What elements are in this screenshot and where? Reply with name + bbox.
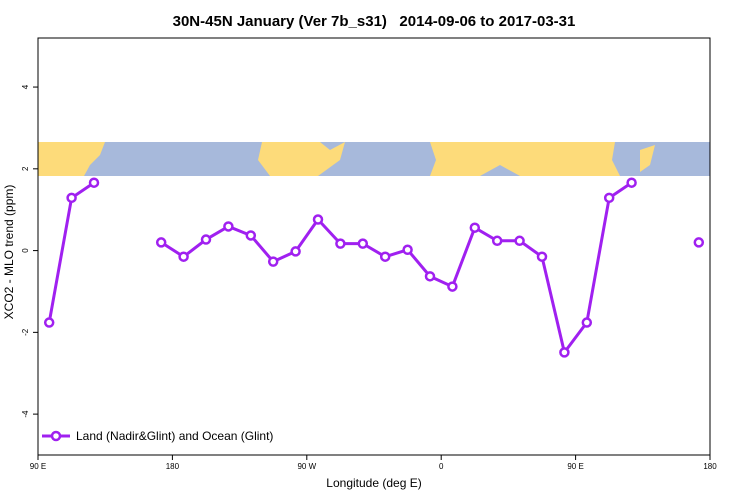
data-point (626, 177, 637, 188)
y-tick-label: -4 (21, 410, 30, 418)
legend-label: Land (Nadir&Glint) and Ocean (Glint) (76, 429, 273, 443)
data-point (290, 246, 301, 257)
data-point (178, 251, 189, 262)
data-point (693, 237, 705, 248)
data-point (66, 192, 77, 204)
x-tick-label: 90 E (567, 462, 583, 471)
y-axis-label: XCO2 - MLO trend (ppm) (2, 185, 16, 320)
data-point (514, 235, 525, 247)
data-point (491, 235, 503, 247)
data-point (469, 222, 481, 233)
plot-frame (37, 37, 711, 456)
data-point (603, 192, 615, 204)
x-axis-label: Longitude (deg E) (326, 476, 421, 490)
data-point (379, 251, 391, 262)
x-tick-label: 90 W (297, 462, 316, 471)
x-tick-label: 90 E (30, 462, 46, 471)
legend-swatch (50, 430, 62, 442)
data-point (357, 238, 369, 249)
data-point (581, 317, 593, 328)
data-point (155, 237, 167, 248)
data-point (335, 238, 346, 249)
x-tick-label: 0 (439, 462, 444, 471)
data-point (447, 281, 458, 292)
data-point (424, 271, 436, 282)
data-point (402, 244, 413, 256)
y-tick-label: -2 (21, 328, 30, 336)
data-point (536, 251, 548, 262)
y-tick-label: 2 (21, 166, 30, 171)
data-point (223, 221, 234, 232)
data-line (49, 183, 699, 353)
chart-title: 30N-45N January (Ver 7b_s31) 2014-09-06 … (173, 13, 576, 30)
map-band (38, 142, 710, 176)
data-point (200, 234, 212, 245)
x-tick-label: 180 (703, 462, 717, 471)
data-point (43, 317, 55, 328)
x-tick-label: 180 (166, 462, 180, 471)
data-point (267, 256, 279, 267)
y-tick-label: 4 (21, 84, 30, 89)
data-point (245, 230, 257, 241)
data-point (559, 347, 570, 358)
legend: Land (Nadir&Glint) and Ocean (Glint) (42, 429, 273, 443)
y-tick-label: 0 (21, 248, 30, 253)
data-point (88, 177, 100, 188)
data-point (312, 214, 324, 225)
